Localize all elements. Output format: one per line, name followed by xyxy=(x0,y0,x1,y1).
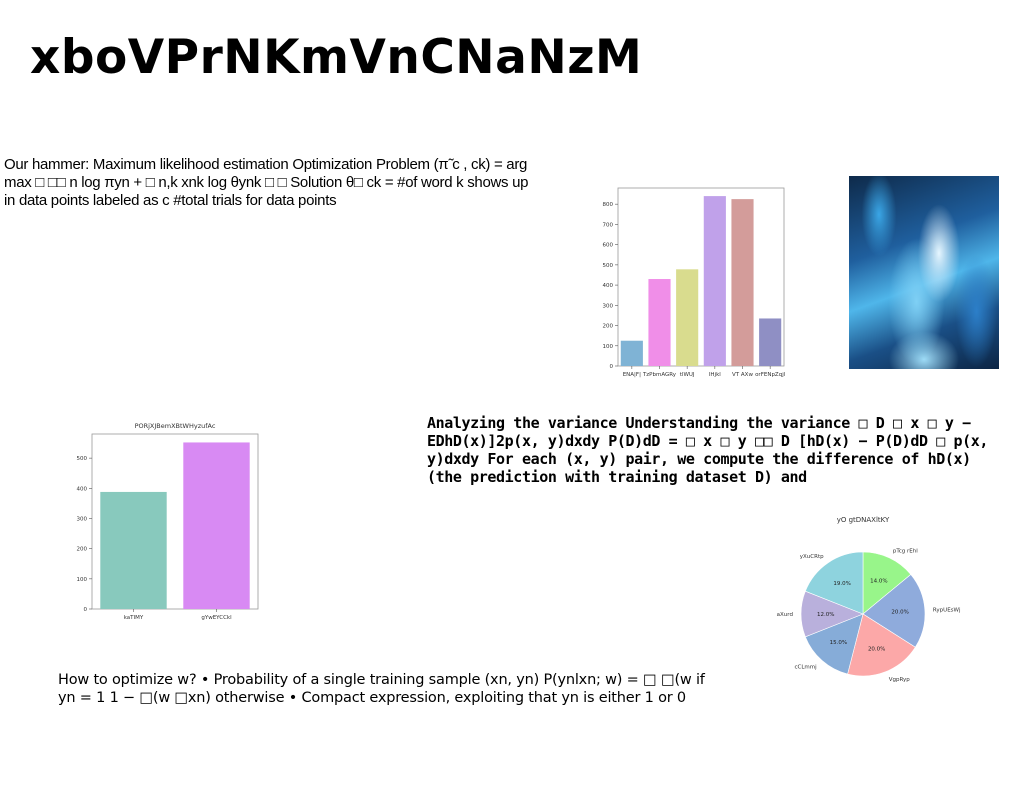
bar xyxy=(100,491,167,609)
x-tick-label: kaTIMY xyxy=(124,615,144,621)
pie-label: yXuCRtp xyxy=(800,554,824,560)
y-tick-label: 200 xyxy=(603,324,614,330)
x-tick-label: ENA|F| xyxy=(623,372,641,378)
bar xyxy=(676,269,699,366)
bar xyxy=(731,199,754,366)
plot-frame xyxy=(617,187,785,367)
x-tick-label: lHjkl xyxy=(709,372,721,378)
y-tick-label: 500 xyxy=(603,263,614,269)
y-tick-label: 300 xyxy=(603,303,614,309)
x-tick-label: VT AXw xyxy=(732,372,753,378)
bar xyxy=(759,318,782,366)
optimize-text-block: How to optimize w? • Probability of a si… xyxy=(58,672,705,706)
abstract-fluid-art-image xyxy=(849,176,999,369)
pie-pct-label: 12.0% xyxy=(817,612,834,618)
y-tick-label: 600 xyxy=(603,243,614,249)
pie-pct-label: 20.0% xyxy=(868,647,885,653)
plot-frame xyxy=(91,433,259,610)
y-tick-label: 300 xyxy=(77,516,88,522)
x-tick-label: tlWUJ xyxy=(680,372,695,378)
x-tick-label: gYwEYCCkl xyxy=(201,615,232,621)
y-tick-label: 800 xyxy=(603,202,614,208)
x-tick-label: TzPbmAGRy xyxy=(642,372,677,378)
bar xyxy=(183,442,250,609)
y-tick-label: 400 xyxy=(77,486,88,492)
pie-pct-label: 20.0% xyxy=(891,610,908,616)
pie-slice xyxy=(862,551,912,615)
variance-text-block: Analyzing the variance Understanding the… xyxy=(427,414,988,486)
chart-title: PORjXJBemXBtWHyzufAc xyxy=(135,422,216,430)
pie-chart: yO gtDNAXltKY 14.0% pTcg rEhl 20.0% RypUEsWj… xyxy=(777,516,961,683)
bar-chart-1: 0 100 200 300 400 500 600 700 800 ENA|F| TzPbmAGRy… xyxy=(603,187,786,378)
bar xyxy=(703,196,726,366)
y-tick-label: 700 xyxy=(603,222,614,228)
y-tick-label: 0 xyxy=(610,364,614,370)
pie-label: VgpRyp xyxy=(889,677,911,683)
y-tick-label: 200 xyxy=(77,547,88,553)
pie-slice xyxy=(804,551,864,615)
page-title: xboVPrNKmVnCNaNzM xyxy=(30,30,643,85)
pie-slice xyxy=(847,613,916,677)
pie-pct-label: 14.0% xyxy=(870,578,887,584)
y-tick-label: 400 xyxy=(603,283,614,289)
pie-pct-label: 19.0% xyxy=(833,581,850,587)
pie-slice xyxy=(862,574,926,648)
y-tick-label: 100 xyxy=(77,577,88,583)
bar-chart-2: PORjXJBemXBtWHyzufAc 0 100 200 300 400 500 kaTI… xyxy=(77,422,259,621)
pie-label: RypUEsWj xyxy=(933,608,961,614)
y-tick-label: 0 xyxy=(84,607,88,613)
pie-pct-label: 15.0% xyxy=(830,640,847,646)
pie-label: aXurd xyxy=(777,612,793,618)
bar xyxy=(648,279,671,366)
pie-label: cCLmmj xyxy=(794,665,817,671)
bar xyxy=(620,340,643,366)
chart-title: yO gtDNAXltKY xyxy=(837,516,890,524)
pie-slice xyxy=(804,613,864,675)
y-tick-label: 100 xyxy=(603,344,614,350)
x-tick-label: orFENpZqjl xyxy=(755,372,786,378)
y-tick-label: 500 xyxy=(77,456,88,462)
pie-label: pTcg rEhl xyxy=(893,549,918,555)
mle-text-block: Our hammer: Maximum likelihood estimatio… xyxy=(4,156,529,209)
